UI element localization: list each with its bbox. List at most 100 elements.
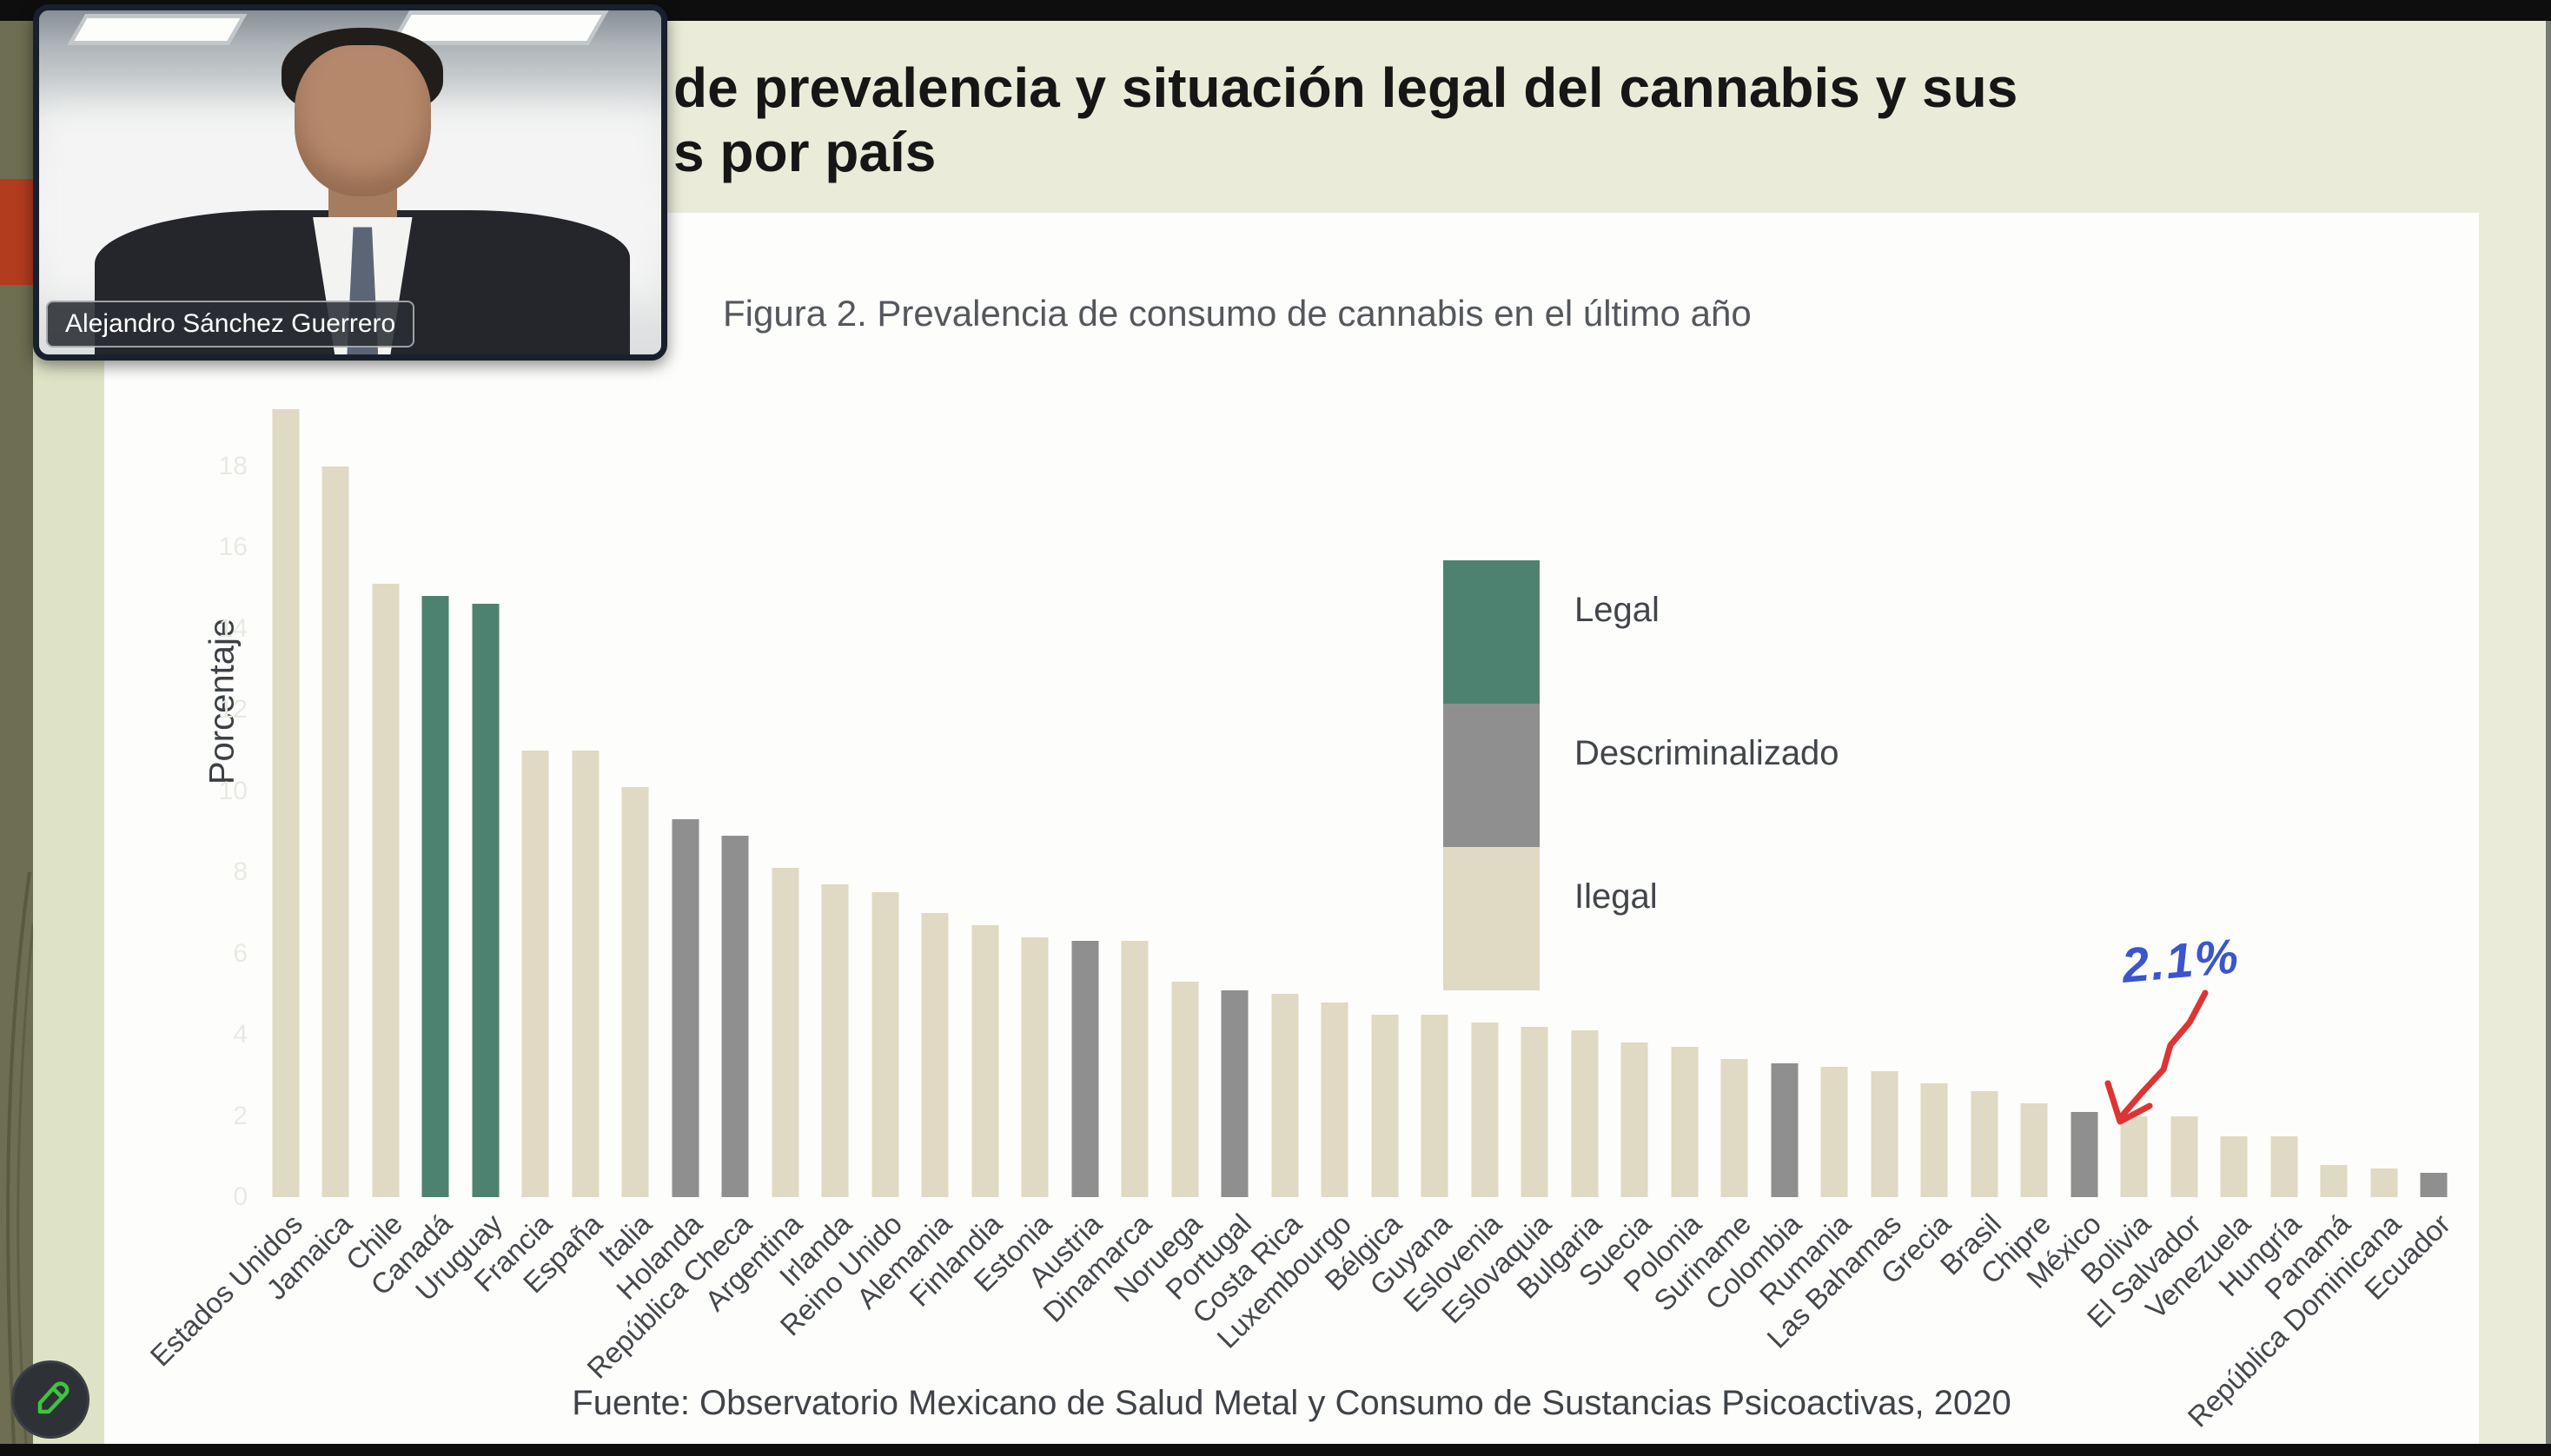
bar-slot: España	[517, 385, 611, 1299]
annotate-pencil-button[interactable]	[11, 1360, 89, 1439]
letterbox-bottom	[0, 1444, 2551, 1456]
decorative-curves	[6, 871, 33, 1444]
person-face	[294, 44, 432, 196]
legend-swatch-Legal	[1443, 560, 1540, 704]
bar-slot: Holanda	[610, 385, 711, 1306]
bar-Alemania	[921, 912, 949, 1197]
bar-Rumania	[1820, 1067, 1848, 1197]
bar-slot: Alemania	[851, 385, 961, 1314]
source-citation: Fuente: Observatorio Mexicano de Salud M…	[572, 1384, 2011, 1422]
figure-panel: Figura 2. Prevalencia de consumo de cann…	[104, 213, 2479, 1444]
y-tick-label: 12	[218, 695, 248, 724]
legend-item: Legal	[1443, 560, 1839, 704]
bar-México	[2071, 1111, 2098, 1197]
y-axis-ticks: 0 2 4 6 8 10 12 14 16 18	[195, 385, 248, 1212]
slide-title-line2: s por país	[673, 121, 937, 183]
bar-slot: Eslovaquia	[1435, 385, 1560, 1329]
bar-Finlandia	[971, 924, 999, 1197]
bar-Austria	[1071, 941, 1099, 1197]
slide-accent-block	[0, 179, 33, 285]
y-tick-label: 4	[233, 1020, 248, 1049]
bar-Panamá	[2320, 1164, 2348, 1197]
bar-Guyana	[1421, 1014, 1448, 1197]
bar-Italia	[621, 786, 649, 1197]
bar-slot: Portugal	[1159, 385, 1261, 1306]
bar-Bolivia	[2120, 1115, 2148, 1197]
bar-slot: Suriname	[1647, 385, 1760, 1317]
bar-slot: Irlanda	[773, 385, 861, 1293]
bar-Ecuador	[2420, 1172, 2448, 1197]
bar-Hungría	[2270, 1135, 2298, 1197]
y-tick-label: 10	[218, 776, 248, 805]
bar-Reino Unido	[871, 892, 899, 1197]
bar-Jamaica	[321, 466, 349, 1197]
bar-slot: Jamaica	[260, 385, 361, 1306]
ceiling-light	[389, 10, 609, 45]
legend-item: Descriminalizado	[1443, 704, 1839, 847]
bar-slot: Polonia	[1617, 385, 1710, 1298]
bar-slot: Uruguay	[409, 385, 511, 1307]
bar-slot: Bulgaria	[1510, 385, 1610, 1305]
bar-República Checa	[721, 835, 749, 1197]
slide-title-line1: de prevalencia y situación legal del can…	[673, 56, 2018, 119]
bar-Holanda	[672, 819, 699, 1197]
slide-right-edge	[2546, 21, 2551, 1444]
figure-title: Figura 2. Prevalencia de consumo de cann…	[723, 293, 1752, 334]
y-tick-label: 6	[233, 938, 248, 968]
legend-swatch-Ilegal	[1443, 847, 1540, 990]
bar-Irlanda	[821, 884, 849, 1197]
bar-España	[572, 750, 600, 1197]
bar-slot: Finlandia	[903, 385, 1010, 1313]
bar-Luxembourgo	[1321, 1002, 1348, 1197]
legend-swatch-Descriminalizado	[1443, 704, 1540, 847]
bar-Dinamarca	[1121, 941, 1149, 1197]
bar-slot: Brasil	[1933, 385, 2010, 1281]
bar-slot: Grecia	[1875, 385, 1960, 1290]
bar-slot: Canadá	[365, 385, 461, 1301]
bar-slot: Las Bahamas	[1760, 385, 1910, 1354]
bar-chart-plot: Estados Unidos Jamaica Chile Canadá Uruguay F…	[143, 385, 2460, 1433]
bar-slot: Costa Rica	[1186, 385, 1310, 1329]
bar-Colombia	[1771, 1062, 1799, 1197]
bar-slot: México	[2020, 385, 2110, 1294]
bar-Bélgica	[1371, 1014, 1399, 1197]
bar-slot: Guyana	[1364, 385, 1461, 1301]
slide-title: de prevalencia y situación legal del can…	[673, 56, 2018, 184]
bar-slot: Italia	[593, 385, 661, 1273]
bar-El Salvador	[2170, 1115, 2198, 1197]
bar-slot: Colombia	[1699, 385, 1810, 1316]
bar-slot: Estados Unidos	[143, 385, 311, 1373]
bar-Chile	[372, 584, 400, 1197]
bar-Canadá	[421, 596, 449, 1197]
bar-slot: Dinamarca	[1037, 385, 1161, 1328]
bar-Venezuela	[2220, 1135, 2248, 1197]
participant-name-label: Alejandro Sánchez Guerrero	[46, 301, 415, 347]
bar-slot: Austria	[1022, 385, 1110, 1294]
bar-slot: Venezuela	[2139, 385, 2260, 1325]
bar-República Dominicana	[2370, 1168, 2398, 1197]
bar-slot: Luxembourgo	[1211, 385, 1361, 1354]
bar-slot: El Salvador	[2080, 385, 2210, 1334]
bar-Eslovaquia	[1521, 1026, 1548, 1197]
bar-slot: Panamá	[2258, 385, 2360, 1306]
bar-slot: Chile	[340, 385, 411, 1276]
bar-Noruega	[1171, 982, 1199, 1197]
bar-slot: Ecuador	[2358, 385, 2460, 1306]
bar-Eslovenia	[1471, 1022, 1499, 1197]
pencil-icon	[37, 1381, 70, 1414]
y-tick-label: 2	[233, 1101, 248, 1130]
bar-Uruguay	[472, 604, 500, 1197]
y-tick-label: 0	[233, 1182, 248, 1211]
bar-Polonia	[1671, 1047, 1699, 1197]
participant-video-tile: Alejandro Sánchez Guerrero	[33, 4, 667, 361]
y-tick-label: 18	[218, 451, 248, 480]
bar-slot: Noruega	[1107, 385, 1210, 1308]
bar-Estonia	[1021, 936, 1049, 1197]
legend-item: Ilegal	[1443, 847, 1839, 990]
legend-label: Descriminalizado	[1574, 734, 1839, 772]
webcam-video: Alejandro Sánchez Guerrero	[39, 10, 661, 354]
bar-slot: Estonia	[967, 385, 1061, 1298]
bar-Portugal	[1221, 989, 1249, 1197]
bar-Estados Unidos	[272, 409, 300, 1197]
bar-slot: Chipre	[1975, 385, 2060, 1290]
